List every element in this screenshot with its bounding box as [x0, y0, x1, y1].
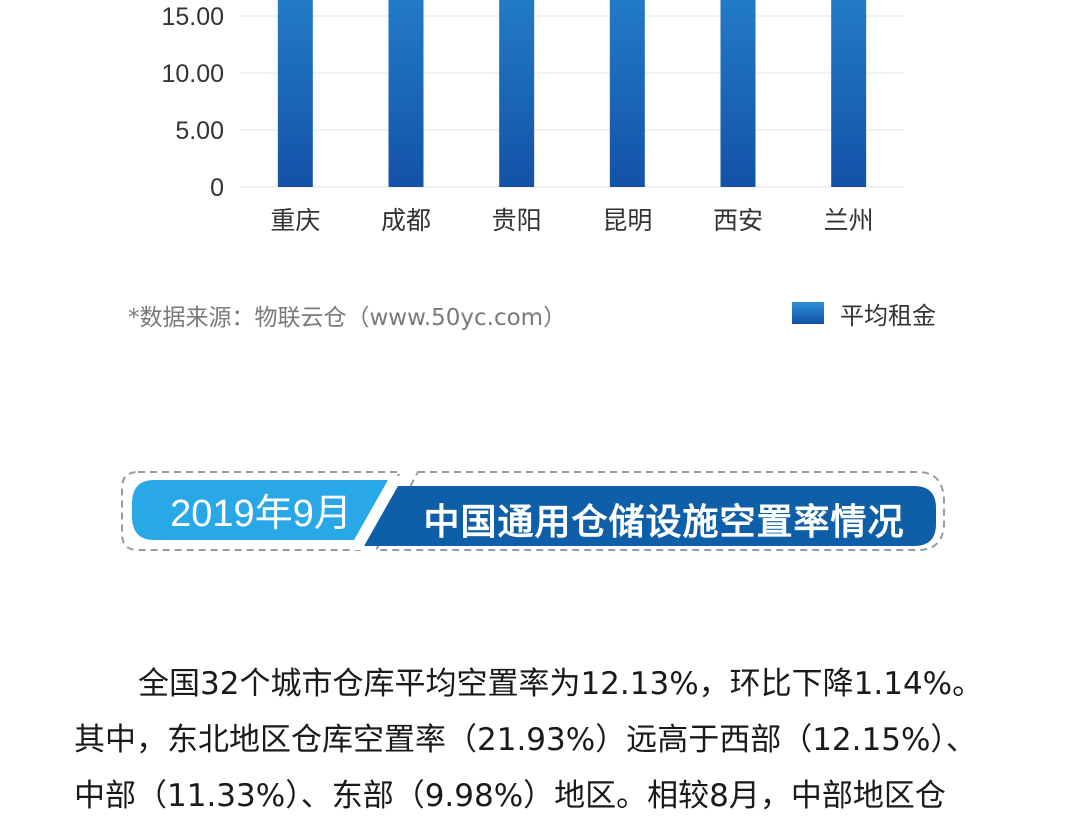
x-tick-label: 昆明 — [602, 206, 652, 235]
bar — [609, 0, 645, 187]
body-paragraph-line-2: 其中，东北地区仓库空置率（21.93%）远高于西部（12.15%）、 — [74, 722, 977, 758]
y-tick-label: 0 — [210, 174, 224, 202]
bar-chart: 0 5.00 10.00 15.00 重庆 成都 贵阳 昆明 西安 兰州 — [161, 0, 904, 235]
bar — [277, 0, 313, 187]
body-paragraph-line-1: 全国32个城市仓库平均空置率为12.13%，环比下降1.14%。 — [138, 666, 984, 702]
chart-legend: 平均租金 — [792, 298, 936, 330]
bar — [499, 0, 535, 187]
bars — [277, 0, 867, 187]
x-tick-label: 贵阳 — [492, 206, 542, 235]
legend-swatch — [792, 302, 824, 324]
y-tick-label: 15.00 — [161, 3, 224, 31]
y-axis-ticks: 0 5.00 10.00 15.00 — [161, 3, 224, 202]
x-tick-label: 重庆 — [270, 206, 320, 235]
bar — [720, 0, 756, 187]
banner-date: 2019年9月 — [170, 493, 352, 535]
bar — [388, 0, 424, 187]
x-tick-label: 兰州 — [824, 206, 874, 235]
y-tick-label: 5.00 — [175, 117, 224, 145]
x-tick-label: 西安 — [713, 206, 763, 235]
gridlines — [240, 15, 904, 188]
body-paragraph-line-3: 中部（11.33%）、东部（9.98%）地区。相较8月，中部地区仓 — [74, 778, 946, 814]
x-tick-label: 成都 — [381, 206, 431, 235]
banner-title: 中国通用仓储设施空置率情况 — [423, 502, 905, 543]
banner-graphic — [121, 471, 945, 551]
y-tick-label: 10.00 — [161, 60, 224, 88]
data-source-note: *数据来源：物联云仓（www.50yc.com） — [128, 305, 567, 331]
section-banner — [118, 466, 948, 556]
bar — [831, 0, 867, 187]
legend-label: 平均租金 — [840, 301, 936, 330]
x-axis-labels: 重庆 成都 贵阳 昆明 西安 兰州 — [270, 206, 873, 235]
